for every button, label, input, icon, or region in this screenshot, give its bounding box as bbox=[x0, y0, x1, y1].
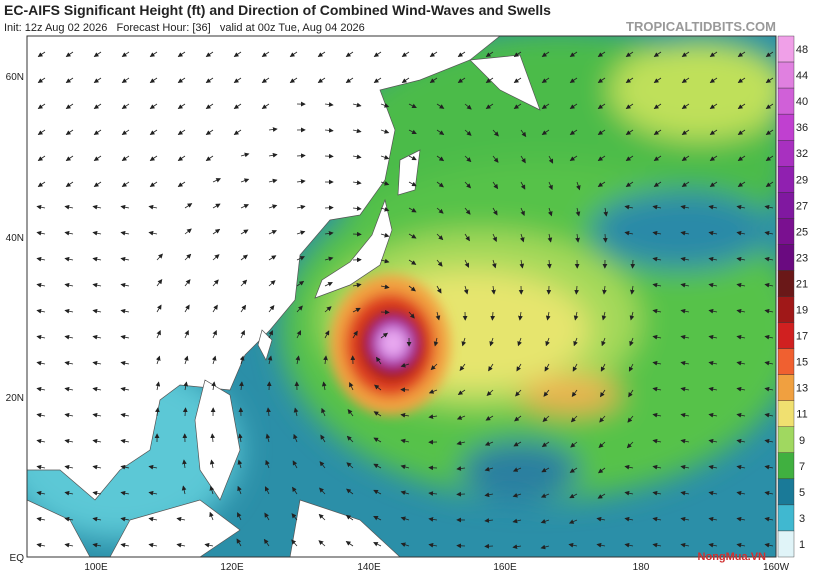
colorbar-label: 44 bbox=[796, 70, 808, 82]
colorbar-label: 9 bbox=[799, 435, 805, 447]
colorbar-label: 27 bbox=[796, 200, 808, 212]
colorbar-swatch bbox=[778, 36, 794, 62]
colorbar-label: 48 bbox=[796, 44, 808, 56]
lat-label: 60N bbox=[6, 72, 24, 83]
colorbar-label: 32 bbox=[796, 148, 808, 160]
colorbar-label: 29 bbox=[796, 174, 808, 186]
colorbar-swatch bbox=[778, 401, 794, 427]
colorbar-label: 21 bbox=[796, 278, 808, 290]
colorbar-label: 25 bbox=[796, 226, 808, 238]
arrow bbox=[185, 408, 186, 416]
lon-label: 160W bbox=[763, 562, 790, 573]
colorbar-label: 11 bbox=[796, 409, 807, 421]
colorbar-label: 40 bbox=[796, 96, 808, 108]
colorbar-swatch bbox=[778, 166, 794, 192]
lat-label: 40N bbox=[6, 233, 24, 244]
colorbar: 48 44 40 36 32 29 27 25 23 21 19 17 15 13 11 9 7 5 3 1 bbox=[778, 36, 808, 557]
colorbar-swatch bbox=[778, 270, 794, 296]
colorbar-swatch bbox=[778, 479, 794, 505]
lon-label: 100E bbox=[84, 562, 108, 573]
map-area bbox=[0, 30, 800, 557]
colorbar-swatch bbox=[778, 192, 794, 218]
lon-label: 180 bbox=[633, 562, 650, 573]
colorbar-swatch bbox=[778, 375, 794, 401]
colorbar-label: 17 bbox=[796, 331, 808, 343]
colorbar-swatch bbox=[778, 349, 794, 375]
source: TROPICALTIDBITS.COM bbox=[626, 19, 776, 34]
arrow bbox=[297, 155, 305, 156]
colorbar-label: 7 bbox=[799, 461, 805, 473]
colorbar-label: 1 bbox=[799, 539, 805, 551]
colorbar-swatch bbox=[778, 218, 794, 244]
colorbar-swatch bbox=[778, 453, 794, 479]
lon-label: 120E bbox=[220, 562, 244, 573]
colorbar-label: 13 bbox=[796, 383, 808, 395]
subtitle: Init: 12z Aug 02 2026 Forecast Hour: [36… bbox=[4, 22, 365, 34]
watermark: NongMua.VN bbox=[698, 551, 766, 563]
colorbar-swatch bbox=[778, 62, 794, 88]
colorbar-label: 3 bbox=[799, 513, 805, 525]
lon-label: 140E bbox=[357, 562, 381, 573]
colorbar-swatch bbox=[778, 88, 794, 114]
colorbar-label: 23 bbox=[796, 252, 808, 264]
colorbar-swatch bbox=[778, 244, 794, 270]
colorbar-label: 19 bbox=[796, 305, 808, 317]
colorbar-swatch bbox=[778, 140, 794, 166]
storm bbox=[330, 275, 450, 415]
colorbar-swatch bbox=[778, 323, 794, 349]
colorbar-swatch bbox=[778, 427, 794, 453]
lat-label: 20N bbox=[6, 393, 24, 404]
colorbar-label: 15 bbox=[796, 357, 808, 369]
colorbar-swatch bbox=[778, 531, 794, 557]
colorbar-label: 5 bbox=[799, 487, 805, 499]
colorbar-label: 36 bbox=[796, 122, 808, 134]
colorbar-swatch bbox=[778, 297, 794, 323]
colorbar-swatch bbox=[778, 114, 794, 140]
lat-label: EQ bbox=[10, 553, 25, 564]
colorbar-swatch bbox=[778, 505, 794, 531]
title: EC-AIFS Significant Height (ft) and Dire… bbox=[4, 2, 551, 18]
lon-label: 160E bbox=[493, 562, 517, 573]
